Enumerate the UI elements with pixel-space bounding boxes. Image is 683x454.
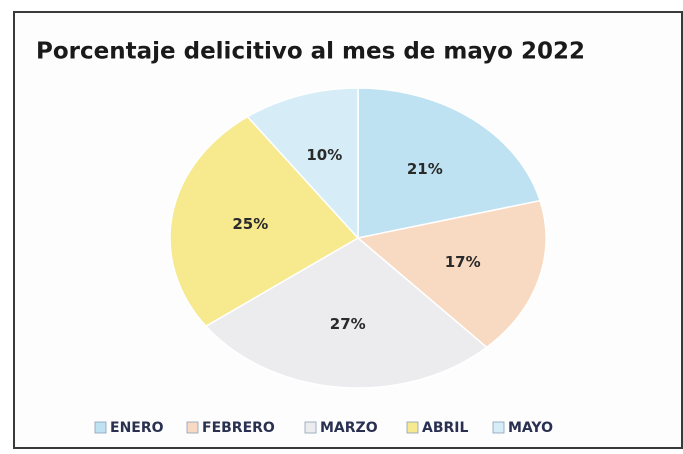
- legend-swatch: [304, 421, 317, 434]
- legend-swatch: [94, 421, 107, 434]
- legend-label: ABRIL: [422, 420, 468, 436]
- legend-label: MAYO: [508, 420, 553, 436]
- data-label: 21%: [407, 160, 443, 178]
- data-label: 25%: [232, 215, 268, 233]
- pie-slice: [169, 115, 360, 328]
- legend-swatch: [186, 421, 199, 434]
- pie-slice: [356, 199, 547, 349]
- pie-slice: [246, 87, 359, 240]
- chart-title: Porcentaje delicitivo al mes de mayo 202…: [36, 39, 585, 65]
- data-label: 17%: [445, 253, 481, 271]
- data-label: 27%: [330, 315, 366, 333]
- legend-label: FEBRERO: [202, 420, 275, 436]
- pie-slice: [357, 87, 542, 239]
- data-label: 10%: [306, 146, 342, 164]
- legend-swatch: [406, 421, 419, 434]
- pie-slice: [204, 237, 488, 389]
- legend-label: ENERO: [110, 420, 164, 436]
- legend-label: MARZO: [320, 420, 378, 436]
- legend-swatch: [492, 421, 505, 434]
